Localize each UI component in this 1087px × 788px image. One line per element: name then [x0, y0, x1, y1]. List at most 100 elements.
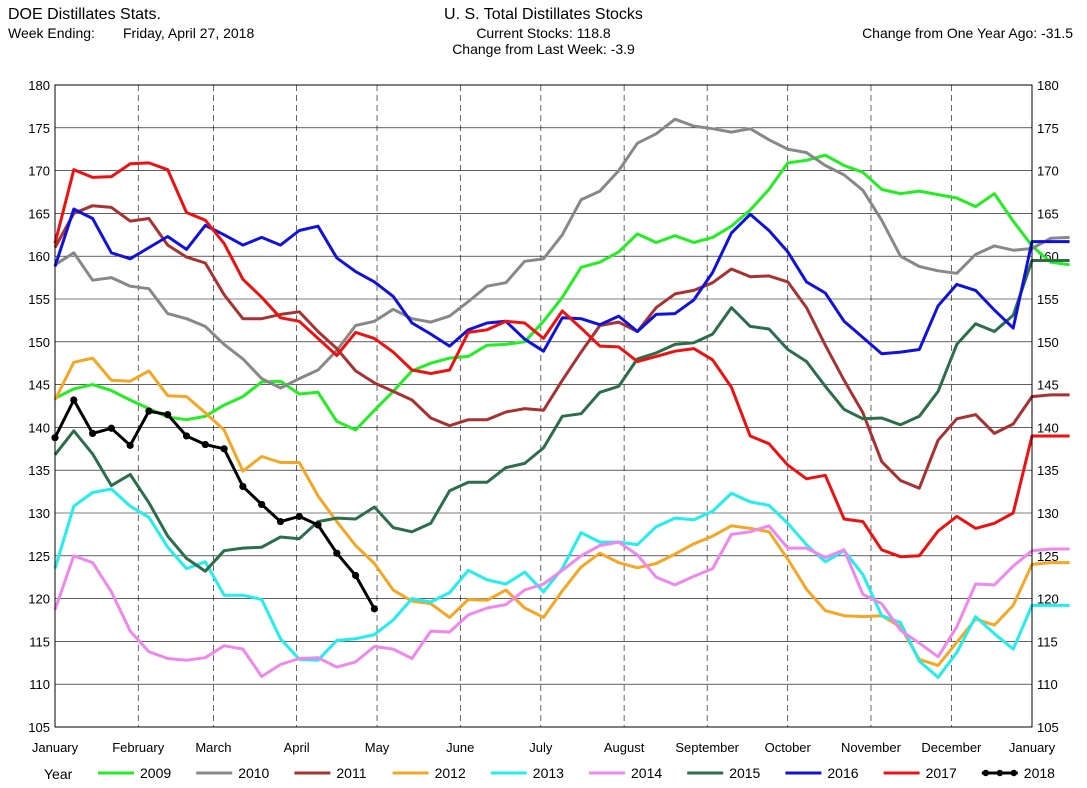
change-year-value: -31.5 — [1041, 25, 1073, 41]
series-line-2011 — [53, 204, 1070, 490]
y-tick-label-right: 140 — [1037, 420, 1059, 435]
x-tick-label: August — [604, 740, 645, 755]
y-tick-label-right: 130 — [1037, 506, 1059, 521]
legend-label-2009: 2009 — [140, 765, 171, 781]
point-2018 — [145, 407, 153, 415]
series-line-2015 — [53, 259, 1070, 573]
y-tick-label-right: 175 — [1037, 121, 1059, 136]
y-tick-label-left: 170 — [28, 164, 50, 179]
change-week-label: Change from Last Week: — [452, 41, 607, 57]
change-year: Change from One Year Ago: -31.5 — [862, 25, 1073, 41]
y-tick-label-right: 105 — [1037, 720, 1059, 735]
x-tick-label: November — [841, 740, 902, 755]
y-tick-label-left: 125 — [28, 549, 50, 564]
x-tick-label: January — [1009, 740, 1056, 755]
x-tick-label: December — [921, 740, 982, 755]
legend-marker — [982, 769, 989, 777]
series-line-2014 — [53, 524, 1070, 678]
series-lines — [51, 117, 1070, 679]
x-tick-label: March — [195, 740, 231, 755]
legend-marker — [996, 769, 1003, 777]
legend-label-2014: 2014 — [631, 765, 662, 781]
point-2018 — [370, 605, 379, 613]
y-tick-label-right: 160 — [1037, 249, 1059, 264]
y-tick-label-left: 155 — [28, 292, 50, 307]
x-tick-label: September — [675, 740, 739, 755]
x-tick-label: May — [365, 740, 390, 755]
x-tick-label: April — [284, 740, 310, 755]
series-line-2009 — [54, 153, 1070, 432]
y-tick-label-right: 145 — [1037, 378, 1059, 393]
series-line-2018 — [53, 398, 376, 610]
point-2018 — [201, 440, 209, 449]
y-tick-label-right: 135 — [1037, 463, 1059, 478]
current-stocks-label: Current Stocks: — [476, 25, 573, 41]
change-week-value: -3.9 — [610, 41, 635, 57]
y-tick-label-left: 110 — [29, 677, 50, 692]
current-stocks-value: 118.8 — [576, 25, 611, 41]
series-line-2017 — [53, 161, 1070, 559]
y-axis-left: 105 110 115 120 125 130 135 140 145 150 155 160 165 1… — [28, 78, 50, 735]
change-week: Change from Last Week: -3.9 — [0, 41, 1087, 57]
y-tick-label-left: 150 — [28, 335, 50, 350]
point-2018 — [295, 512, 303, 521]
point-2018 — [126, 441, 134, 449]
current-stocks: Current Stocks: 118.8 — [0, 25, 1087, 41]
legend-label-2017: 2017 — [926, 765, 957, 781]
point-2018 — [333, 549, 341, 557]
legend-label-2011: 2011 — [336, 765, 366, 781]
y-tick-label-left: 180 — [28, 78, 50, 93]
y-tick-label-left: 130 — [28, 506, 50, 521]
point-2018 — [88, 429, 97, 437]
left-title: DOE Distillates Stats. — [8, 6, 161, 23]
x-tick-label: February — [112, 740, 165, 755]
legend-marker — [1010, 769, 1017, 777]
legend-label-2018: 2018 — [1024, 765, 1055, 781]
point-2018 — [164, 410, 172, 419]
point-2018 — [70, 396, 78, 404]
series-line-2013 — [53, 487, 1070, 679]
y-tick-label-right: 170 — [1037, 164, 1059, 179]
point-2018 — [220, 445, 228, 453]
point-2018 — [239, 482, 247, 491]
week-ending-value: Friday, April 27, 2018 — [123, 25, 255, 41]
x-tick-label: January — [32, 740, 79, 755]
plot-frame — [54, 84, 1033, 728]
change-year-label: Change from One Year Ago: — [862, 25, 1038, 41]
y-tick-label-right: 115 — [1037, 634, 1058, 649]
y-tick-label-right: 125 — [1037, 549, 1059, 564]
y-tick-label-right: 150 — [1037, 335, 1059, 350]
y-tick-label-left: 175 — [28, 121, 50, 136]
y-tick-label-left: 165 — [28, 206, 50, 221]
y-tick-label-left: 120 — [28, 592, 50, 607]
legend-label-2010: 2010 — [238, 765, 269, 781]
legend-label-2016: 2016 — [827, 765, 858, 781]
series-line-2012 — [53, 356, 1070, 667]
x-tick-label: June — [446, 740, 474, 755]
y-tick-label-left: 145 — [28, 378, 50, 393]
legend: Year 2009 2010 2011 2012 2013 2014 2015 2016 201… — [44, 765, 1055, 782]
point-2018 — [51, 434, 59, 442]
y-tick-label-right: 165 — [1037, 206, 1059, 221]
y-tick-label-right: 110 — [1037, 677, 1058, 692]
y-tick-label-left: 135 — [28, 463, 50, 478]
chart-title: U. S. Total Distillates Stocks — [444, 6, 643, 23]
center-header: U. S. Total Distillates Stocks Current S… — [0, 6, 1087, 57]
point-2018 — [352, 571, 360, 580]
point-2018 — [107, 424, 115, 432]
point-2018 — [258, 500, 266, 509]
point-2018 — [276, 517, 285, 526]
legend-title: Year — [44, 766, 73, 782]
y-tick-label-right: 120 — [1037, 592, 1059, 607]
series-line-2010 — [54, 117, 1070, 390]
week-ending-label: Week Ending: — [8, 25, 95, 41]
y-tick-label-left: 105 — [28, 720, 50, 735]
y-tick-label-right: 155 — [1037, 292, 1059, 307]
y-tick-label-left: 115 — [29, 634, 50, 649]
point-2018 — [182, 432, 191, 440]
legend-label-2012: 2012 — [435, 765, 466, 781]
legend-label-2013: 2013 — [533, 765, 564, 781]
y-tick-label-left: 140 — [28, 420, 50, 435]
y-tick-label-right: 180 — [1037, 78, 1059, 93]
